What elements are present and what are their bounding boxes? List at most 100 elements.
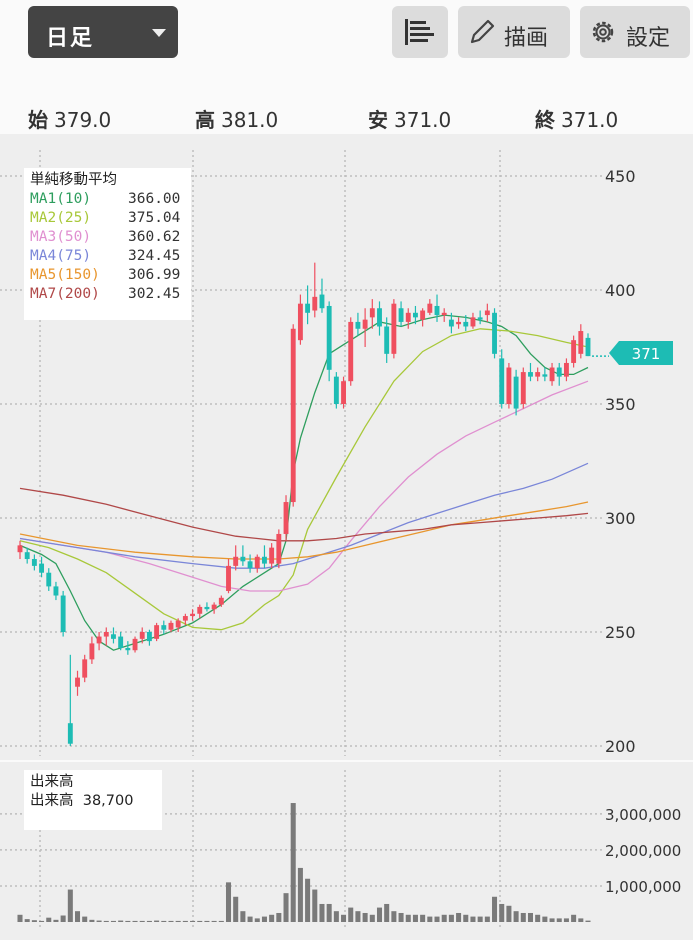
- candle-body: [305, 303, 311, 313]
- volume-bar: [477, 916, 483, 922]
- candle-body: [463, 321, 469, 327]
- volume-bar: [535, 914, 541, 922]
- ma-legend-item: MA7(200) 302.45: [30, 285, 191, 304]
- candle-body: [276, 533, 282, 564]
- candle-body: [161, 625, 167, 630]
- volume-bar: [225, 882, 232, 922]
- candle-body: [233, 556, 239, 566]
- volume-tick-label: 3,000,000: [605, 806, 681, 824]
- chart-type-button[interactable]: [392, 6, 448, 58]
- candle-body: [412, 312, 418, 318]
- ma-value: 306.99: [128, 267, 181, 283]
- candle-body: [448, 319, 454, 327]
- volume-bar: [563, 918, 569, 922]
- candle-body: [319, 294, 325, 309]
- candle-body: [46, 572, 52, 587]
- volume-bar: [463, 914, 469, 922]
- candle-body: [312, 296, 318, 311]
- gear-icon: [592, 21, 614, 43]
- volume-bar: [578, 918, 584, 922]
- volume-bar: [398, 912, 404, 922]
- volume-bar: [154, 920, 160, 922]
- candle-body: [96, 636, 102, 644]
- volume-bar: [542, 916, 548, 922]
- volume-bar: [283, 893, 289, 922]
- candle-body: [434, 305, 440, 316]
- candle-body: [506, 367, 512, 404]
- ma-value: 324.45: [128, 248, 181, 264]
- volume-bar: [31, 920, 37, 922]
- volume-bar: [233, 896, 239, 922]
- candle-body: [218, 597, 224, 605]
- candle-body: [420, 310, 426, 320]
- ma-legend-item: MA5(150) 306.99: [30, 266, 191, 285]
- volume-bar: [520, 912, 526, 922]
- volume-bar: [168, 920, 174, 922]
- volume-bar: [254, 918, 260, 922]
- candle-body: [528, 372, 533, 377]
- candle-body: [197, 606, 203, 614]
- volume-bar: [240, 911, 246, 922]
- candle-body: [139, 632, 145, 639]
- toolbar: 日足 描画 設定: [0, 0, 693, 68]
- candle-body: [398, 308, 404, 322]
- candle-body: [39, 563, 45, 573]
- candle-body: [427, 303, 433, 313]
- volume-bar: [326, 903, 332, 922]
- candle-body: [182, 616, 188, 621]
- volume-legend-title: 出来高: [30, 774, 74, 790]
- candle-body: [226, 565, 231, 591]
- volume-bar: [513, 911, 519, 922]
- ma-legend-item: MA4(75) 324.45: [30, 247, 191, 266]
- candle-body: [211, 604, 217, 610]
- candle-body: [391, 303, 397, 354]
- volume-bar: [333, 911, 339, 922]
- candle-body: [405, 312, 411, 322]
- price-tick-label: 350: [605, 395, 636, 414]
- volume-bar: [484, 916, 490, 922]
- price-tick-label: 200: [605, 737, 636, 756]
- candle-body: [513, 376, 519, 409]
- volume-bar: [405, 914, 411, 922]
- volume-bar: [585, 920, 591, 922]
- volume-bar: [427, 916, 433, 922]
- volume-bar: [82, 916, 88, 922]
- ma-line: [19, 462, 589, 569]
- candle-body: [254, 556, 260, 569]
- volume-bar: [456, 912, 462, 922]
- volume-bar: [348, 907, 354, 922]
- volume-bar: [549, 918, 555, 922]
- candle-body: [53, 586, 59, 596]
- volume-bar: [492, 896, 498, 922]
- ma-legend-item: MA1(10) 366.00: [30, 190, 191, 209]
- volume-bar: [161, 920, 167, 922]
- settings-button[interactable]: 設定: [580, 6, 690, 58]
- period-label: 日足: [46, 26, 95, 51]
- volume-bar: [190, 920, 196, 922]
- price-tick-label: 450: [605, 167, 636, 186]
- candle-body: [290, 328, 296, 503]
- volume-bar: [132, 920, 138, 922]
- volume-bar: [39, 920, 45, 922]
- candle-body: [154, 625, 160, 639]
- volume-bar: [110, 920, 116, 922]
- period-select[interactable]: 日足: [28, 6, 178, 58]
- candle-body: [348, 321, 354, 382]
- volume-bar: [197, 920, 203, 922]
- volume-bar: [175, 920, 181, 922]
- ma-name: MA1(10): [30, 191, 92, 207]
- candle-body: [67, 723, 73, 744]
- ma-name: MA3(50): [30, 229, 92, 245]
- ma-value: 360.62: [128, 229, 181, 245]
- candle-body: [549, 367, 555, 382]
- volume-bar: [290, 803, 296, 922]
- volume-value: 38,700: [82, 793, 134, 809]
- candle-body: [377, 308, 382, 327]
- candle-body: [492, 312, 497, 354]
- volume-bar: [60, 915, 66, 922]
- volume-bar: [319, 903, 325, 922]
- draw-button[interactable]: 描画: [458, 6, 570, 58]
- candle-body: [204, 606, 210, 610]
- ma-line: [19, 487, 589, 542]
